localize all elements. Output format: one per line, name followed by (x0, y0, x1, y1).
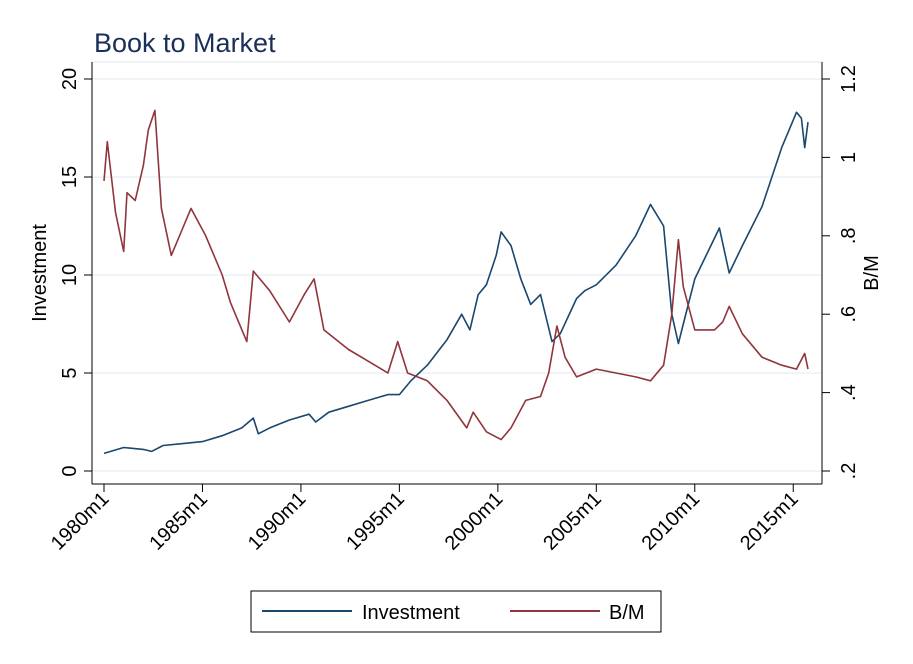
x-tick-label: 1985m1 (145, 488, 212, 555)
x-tick-label: 2015m1 (736, 488, 803, 555)
y-left-ticks: 0 5 10 15 20 (59, 68, 92, 477)
y-left-tick-label: 5 (59, 367, 81, 378)
x-tick-label: 2000m1 (441, 488, 508, 555)
y-right-tick-label: .6 (838, 306, 860, 323)
legend-label-bm: B/M (609, 602, 645, 624)
y-right-tick-label: .4 (838, 384, 860, 401)
y-right-ticks: .2 .4 .6 .8 1 1.2 (822, 65, 860, 479)
y-right-tick-label: 1 (838, 152, 860, 163)
y-left-tick-label: 10 (59, 264, 81, 286)
y-left-tick-label: 0 (59, 465, 81, 476)
x-ticks: 1980m1 1985m1 1990m1 1995m1 2000m1 2005m1 2010… (47, 484, 803, 555)
x-tick-label: 2010m1 (638, 488, 705, 555)
y-left-axis-title: Investment (29, 224, 51, 322)
y-right-tick-label: .8 (838, 227, 860, 244)
y-right-tick-label: 1.2 (838, 65, 860, 93)
grid (92, 78, 822, 472)
series-line-investment (103, 111, 809, 455)
y-left-tick-label: 15 (59, 166, 81, 188)
x-tick-label: 2005m1 (539, 488, 606, 555)
series-lines (103, 109, 809, 455)
chart-title: Book to Market (94, 28, 276, 58)
y-right-tick-label: .2 (838, 463, 860, 480)
plot-region (91, 61, 823, 485)
legend-label-investment: Investment (362, 602, 460, 624)
y-left-tick-label: 20 (59, 68, 81, 90)
x-tick-label: 1990m1 (244, 488, 311, 555)
y-right-axis-title: B/M (861, 255, 883, 291)
x-tick-label: 1980m1 (47, 488, 114, 555)
x-tick-label: 1995m1 (342, 488, 409, 555)
series-line-bm (103, 109, 809, 441)
